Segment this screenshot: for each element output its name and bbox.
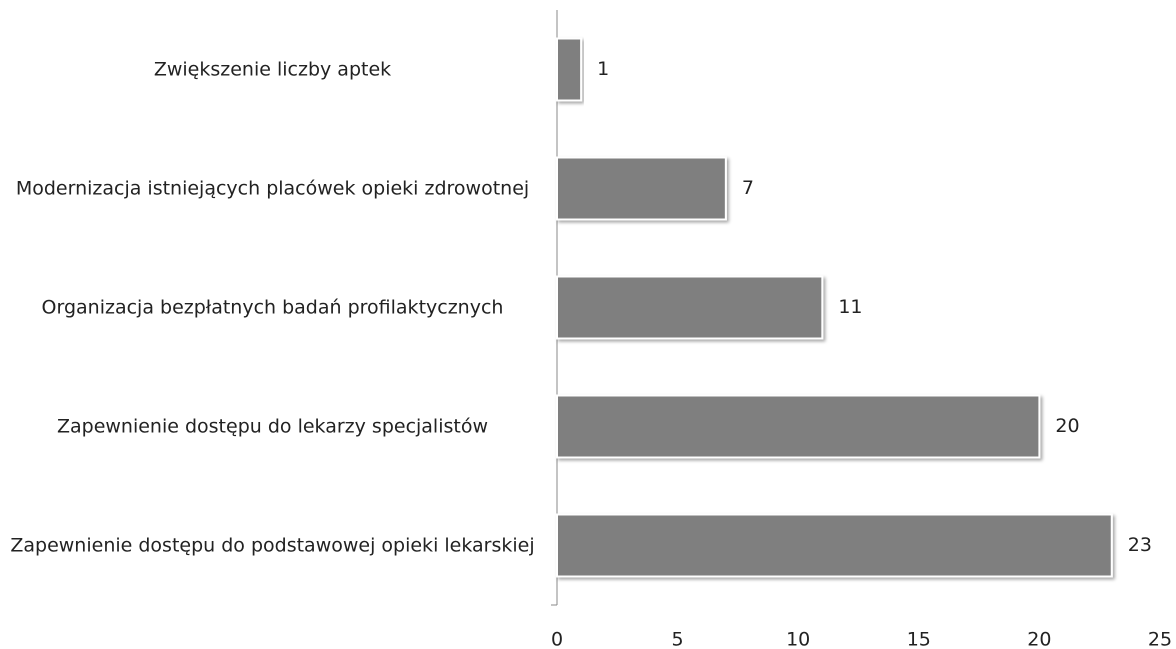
bar xyxy=(556,394,1041,459)
bar xyxy=(556,37,583,102)
data-label: 1 xyxy=(597,58,609,80)
x-tick-label: 15 xyxy=(907,629,931,649)
y-tick-label: Organizacja bezpłatnych badań profilakty… xyxy=(41,296,504,318)
y-tick-label: Zwiększenie liczby aptek xyxy=(153,58,392,80)
x-tick-label: 10 xyxy=(786,629,810,649)
bar xyxy=(556,156,727,221)
y-tick-label: Zapewnienie dostępu do podstawowej opiek… xyxy=(10,534,535,556)
y-tick-label: Zapewnienie dostępu do lekarzy specjalis… xyxy=(56,415,489,437)
y-tick-label: Modernizacja istniejących placówek opiek… xyxy=(15,177,530,199)
data-label: 11 xyxy=(838,296,862,318)
x-tick-label: 20 xyxy=(1027,629,1051,649)
x-tick-label: 25 xyxy=(1148,629,1172,649)
x-tick-label: 5 xyxy=(672,629,684,649)
x-tick-label: 0 xyxy=(551,629,563,649)
bar xyxy=(556,513,1113,578)
data-label: 20 xyxy=(1055,415,1079,437)
bar xyxy=(556,275,824,340)
data-label: 23 xyxy=(1128,534,1152,556)
data-label: 7 xyxy=(742,177,754,199)
